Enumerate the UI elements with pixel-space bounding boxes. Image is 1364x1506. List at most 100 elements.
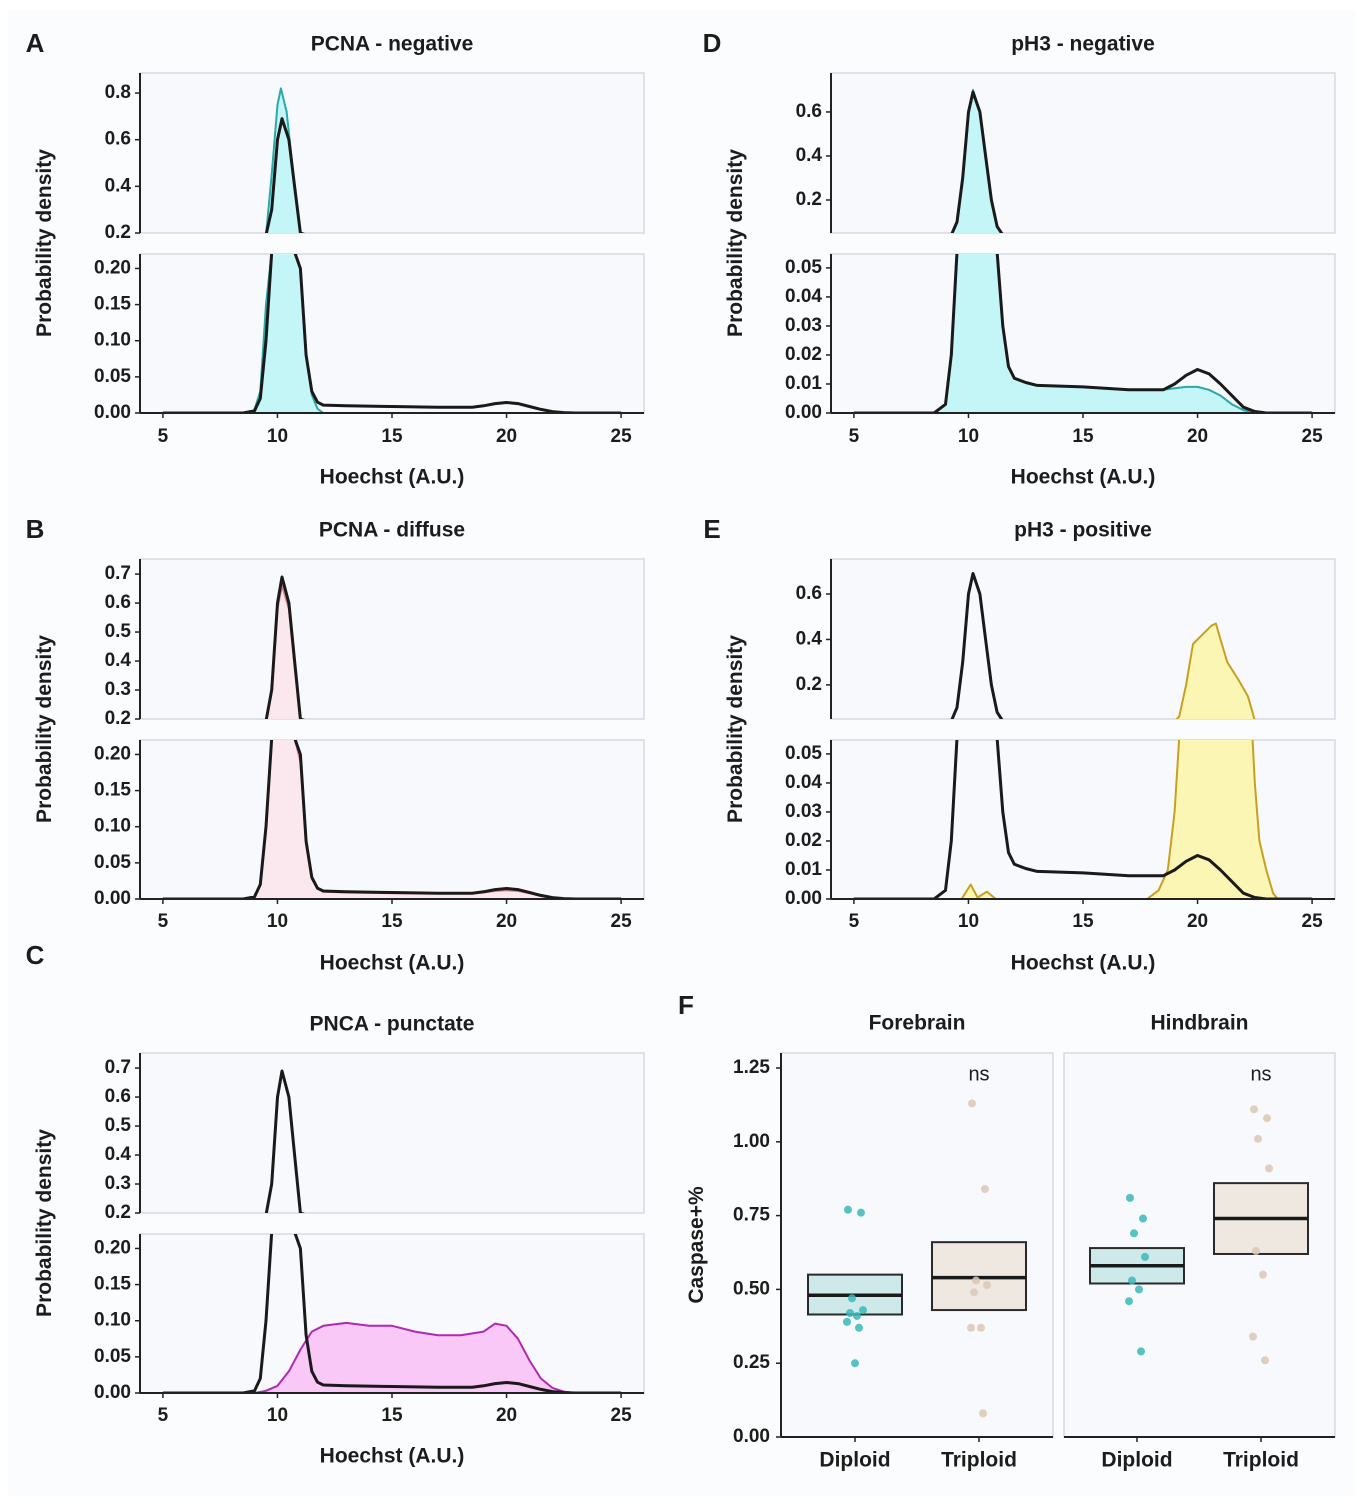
significance-label: ns <box>1250 1063 1271 1085</box>
density-line-0 <box>1175 622 1256 719</box>
y-tick-label: 0.4 <box>796 145 823 166</box>
x-tick-label: Diploid <box>1101 1449 1172 1472</box>
x-axis-label: Hoechst (A.U.) <box>320 1445 465 1468</box>
data-point <box>843 1317 851 1326</box>
x-tick-label: 15 <box>381 1405 403 1426</box>
density-line-1 <box>264 575 305 719</box>
y-tick-label: 0.05 <box>785 743 822 764</box>
y-tick-label: 0.10 <box>94 816 131 837</box>
x-tick-label: 5 <box>158 1405 169 1426</box>
y-tick-label: 0.03 <box>785 801 822 822</box>
x-tick-label: 20 <box>1187 426 1208 447</box>
y-tick-label: 0.05 <box>785 257 822 278</box>
x-tick-label: 15 <box>381 911 403 932</box>
y-axis-label: Probability density <box>33 635 56 823</box>
panel-title: PCNA - negative <box>311 33 474 56</box>
data-point <box>1135 1285 1143 1294</box>
upper-subplot: 0.2 0.4 0.6 <box>796 558 1336 720</box>
density-area-0 <box>853 740 1313 899</box>
plot-area <box>139 558 645 720</box>
density-area-0 <box>162 254 622 413</box>
x-tick-label: 10 <box>958 426 979 447</box>
panel-letter: F <box>678 990 694 1020</box>
facet-title: Forebrain <box>869 1012 966 1035</box>
y-tick-label: 0.00 <box>785 402 822 423</box>
x-tick-label: 15 <box>1072 426 1094 447</box>
y-tick-label: 0.00 <box>94 1382 131 1403</box>
y-tick-label: 0.10 <box>94 330 131 351</box>
y-tick-label: 0.00 <box>94 402 131 423</box>
data-point <box>1139 1214 1147 1223</box>
y-tick-label: 0.05 <box>94 1346 131 1367</box>
data-point <box>851 1359 859 1368</box>
x-tick-label: 15 <box>381 426 403 447</box>
y-axis-label: Probability density <box>724 149 747 337</box>
data-point <box>981 1185 989 1194</box>
x-tick-label: 20 <box>496 1405 517 1426</box>
density-line-0 <box>162 1321 622 1393</box>
x-tick-label: 25 <box>611 426 633 447</box>
y-tick-label: 0.10 <box>94 1310 131 1331</box>
y-tick-label: 0.6 <box>796 101 822 122</box>
density-area-0 <box>853 254 1313 413</box>
density-line-1 <box>853 254 1313 413</box>
x-axis-label: Hoechst (A.U.) <box>1011 952 1156 975</box>
lower-subplot: 0.00 0.05 0.10 0.15 0.20 <box>94 739 645 909</box>
data-point <box>968 1099 976 1108</box>
upper-subplot: 0.2 0.3 0.4 0.5 0.6 0.7 <box>105 1052 645 1223</box>
panel-title: PNCA - punctate <box>310 1013 475 1036</box>
data-point <box>1263 1114 1271 1123</box>
x-tick-label: Diploid <box>819 1449 890 1472</box>
y-tick-label: 0.20 <box>94 743 131 764</box>
y-tick-label: 0.03 <box>785 315 822 336</box>
panel-title: PCNA - diffuse <box>319 519 465 542</box>
y-tick-label: 0.00 <box>94 888 131 909</box>
upper-subplot: 0.2 0.3 0.4 0.5 0.6 0.7 <box>105 558 645 729</box>
y-tick-label: 0.01 <box>785 373 822 394</box>
data-point <box>1128 1276 1136 1285</box>
data-point <box>1126 1193 1134 1202</box>
y-tick-label: 0.7 <box>105 563 131 584</box>
x-tick-label: 10 <box>267 911 288 932</box>
y-tick-label: 0.6 <box>105 592 131 613</box>
data-point <box>846 1309 854 1318</box>
x-tick-label: Triploid <box>941 1449 1017 1472</box>
density-line-1 <box>264 117 305 233</box>
y-tick-label: 0.4 <box>105 650 132 671</box>
y-axis-label: Probability density <box>724 635 747 823</box>
panel-letter: C <box>26 940 45 970</box>
plot-area <box>830 558 1336 720</box>
data-point <box>967 1323 975 1332</box>
data-point <box>977 1323 985 1332</box>
data-point <box>1137 1347 1145 1356</box>
x-tick-label: 20 <box>496 426 517 447</box>
plot-area <box>139 1052 645 1214</box>
y-tick-label: 0.75 <box>733 1205 770 1226</box>
x-tick-label: 5 <box>158 426 169 447</box>
x-tick-label: 5 <box>158 911 169 932</box>
x-tick-label: 5 <box>849 426 860 447</box>
x-axis-label: Hoechst (A.U.) <box>1011 466 1156 489</box>
y-tick-label: 0.04 <box>785 286 822 307</box>
plot-area <box>139 253 645 414</box>
y-axis-label: Probability density <box>33 1129 56 1317</box>
lower-subplot: 0.00 0.05 0.10 0.15 0.20 <box>94 1233 645 1403</box>
facet-title: Hindbrain <box>1151 1012 1249 1035</box>
x-tick-label: 25 <box>611 1405 633 1426</box>
x-tick-label: Triploid <box>1223 1449 1299 1472</box>
caspase-panel-f: F Forebrain ns Diploid Triploid Hindbrain ns Di… <box>678 990 1336 1472</box>
y-tick-label: 0.6 <box>105 129 131 150</box>
y-tick-label: 0.2 <box>105 222 131 243</box>
y-tick-label: 0.4 <box>105 1144 132 1165</box>
density-line-1 <box>162 254 622 413</box>
data-point <box>983 1280 991 1289</box>
x-axis-label: Hoechst (A.U.) <box>320 952 465 975</box>
y-tick-label: 0.6 <box>796 583 822 604</box>
significance-label: ns <box>968 1063 989 1085</box>
x-tick-label: 10 <box>267 1405 288 1426</box>
y-axis-label: Probability density <box>33 149 56 337</box>
panel-title: pH3 - positive <box>1014 519 1152 542</box>
